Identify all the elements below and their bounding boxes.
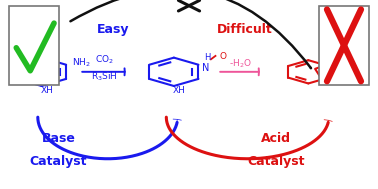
Text: Difficult: Difficult [217,23,272,36]
Text: Base: Base [42,132,76,145]
Text: Acid: Acid [261,132,291,145]
Bar [9,6,59,85]
Text: X: X [343,78,349,87]
Text: NH$_2$: NH$_2$ [72,56,90,69]
Text: R$_3$SiH: R$_3$SiH [91,70,117,83]
Text: CO$_2$: CO$_2$ [94,53,113,66]
Text: O: O [219,52,226,61]
Text: Catalyst: Catalyst [30,155,87,168]
FancyArrowPatch shape [70,0,311,68]
Text: N: N [339,61,346,70]
Text: -H$_2$O: -H$_2$O [229,57,251,70]
Text: H: H [343,57,349,66]
Text: N: N [347,71,354,80]
Text: N: N [202,63,210,73]
Text: H: H [204,53,211,62]
Text: XH: XH [41,86,54,95]
Bar [319,6,369,85]
Text: Catalyst: Catalyst [247,155,305,168]
Text: Easy: Easy [96,23,129,36]
Text: XH: XH [173,86,186,95]
